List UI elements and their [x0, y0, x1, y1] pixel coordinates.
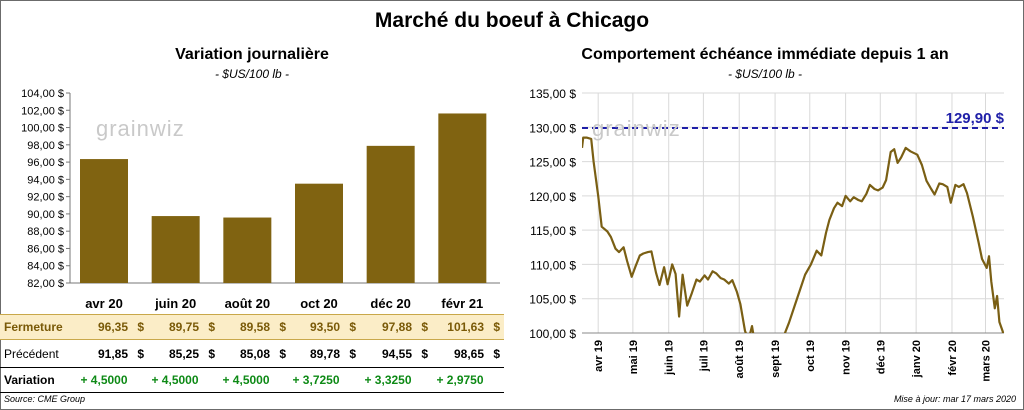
- table-cell-unit: $: [208, 347, 215, 361]
- x-tick-label: nov 19: [841, 340, 853, 375]
- table-cell: + 3,3250: [364, 373, 412, 387]
- row-label: Fermeture: [4, 320, 63, 334]
- y-tick-label: 86,00 $: [27, 243, 64, 255]
- x-tick-label: mars 20: [981, 340, 993, 382]
- table-cell-value: 97,88: [381, 320, 412, 334]
- row-label: Variation: [4, 373, 55, 387]
- y-tick-label: 82,00 $: [27, 278, 64, 290]
- table-cell: + 4,5000: [151, 373, 199, 387]
- table-cell-unit: $: [279, 347, 286, 361]
- table-cell-unit: $: [421, 347, 428, 361]
- x-tick-label: janv 20: [911, 340, 923, 378]
- y-tick-label: 94,00 $: [27, 174, 64, 186]
- x-tick-label: déc 20: [370, 296, 410, 311]
- right-chart-title: Comportement échéance immédiate depuis 1…: [581, 46, 949, 63]
- table-cell-value: 89,78: [309, 347, 340, 361]
- table-rule-top: [0, 314, 504, 315]
- table-cell-unit: $: [208, 320, 215, 334]
- table-cell-value: 85,25: [168, 347, 199, 361]
- y-tick-label: 115,00 $: [530, 224, 576, 238]
- source-note: Source: CME Group: [4, 394, 86, 404]
- y-tick-label: 90,00 $: [27, 209, 64, 221]
- left-chart-title: Variation journalière: [175, 46, 329, 63]
- table-cell-unit: $: [493, 347, 500, 361]
- table-rule-lower: [0, 367, 504, 368]
- table-cell-unit: $: [493, 320, 500, 334]
- price-line: [582, 136, 1005, 333]
- watermark-right: grainwiz: [592, 116, 681, 141]
- table-cell-unit: $: [137, 347, 144, 361]
- table-cell-value: 89,75: [168, 320, 199, 334]
- y-tick-label: 98,00 $: [27, 140, 64, 152]
- table-cell-value: 96,35: [97, 320, 128, 334]
- table-cell-value: 89,58: [239, 320, 270, 334]
- table-row-fermeture: Fermeture 96,35 $89,75 $89,58 $93,50 $97,88 $…: [0, 315, 504, 339]
- bar: [366, 145, 415, 283]
- x-tick-label: juil 19: [698, 340, 710, 372]
- line-chart: 100,00 $ 105,00 $ 110,00 $ 115,00 $ 120,00 $…: [529, 87, 1005, 382]
- x-tick-label: juin 19: [664, 340, 676, 376]
- row-label: Précédent: [4, 347, 59, 361]
- bar: [223, 217, 272, 283]
- bar: [80, 159, 128, 283]
- x-tick-label: févr 20: [947, 340, 959, 375]
- y-tick-label: 100,00 $: [529, 327, 576, 341]
- x-tick-label: avr 20: [85, 296, 123, 311]
- x-tick-label: oct 20: [300, 296, 338, 311]
- x-tick-label: oct 19: [805, 340, 817, 372]
- y-tick-label: 125,00 $: [529, 156, 576, 170]
- x-tick-label: mai 19: [628, 340, 640, 374]
- reference-label: 129,90 $: [946, 110, 1005, 127]
- table-cell: + 3,7250: [292, 373, 340, 387]
- x-tick-label: août 19: [734, 340, 746, 379]
- table-rule-mid: [0, 339, 504, 340]
- table-cell: + 4,5000: [80, 373, 128, 387]
- x-tick-label: juin 20: [154, 296, 196, 311]
- y-tick-label: 84,00 $: [27, 261, 64, 273]
- table-cell-value: 98,65: [453, 347, 484, 361]
- y-tick-label: 102,00 $: [21, 105, 64, 117]
- watermark-left: grainwiz: [96, 116, 185, 141]
- table-cell-value: 94,55: [381, 347, 412, 361]
- y-tick-label: 104,00 $: [21, 88, 64, 100]
- left-chart-unit: - $US/100 lb -: [214, 67, 290, 81]
- y-tick-label: 120,00 $: [529, 190, 576, 204]
- table-row-precedent: Précédent 91,85 $85,25 $85,08 $89,78 $94,55 $…: [0, 342, 504, 366]
- table-cell-value: 93,50: [309, 320, 340, 334]
- bar: [295, 183, 343, 283]
- table-cell-unit: $: [421, 320, 428, 334]
- x-tick-label: déc 19: [875, 340, 887, 374]
- y-tick-label: 105,00 $: [529, 293, 576, 307]
- update-note: Mise à jour: mar 17 mars 2020: [893, 394, 1016, 404]
- x-tick-label: avr 19: [593, 340, 605, 372]
- table-cell-value: 91,85: [97, 347, 128, 361]
- y-tick-label: 96,00 $: [27, 157, 64, 169]
- y-tick-label: 88,00 $: [27, 226, 64, 238]
- page-title: Marché du boeuf à Chicago: [374, 9, 650, 32]
- x-tick-label: août 20: [225, 296, 271, 311]
- table-cell-unit: $: [349, 347, 356, 361]
- table-cell-unit: $: [279, 320, 286, 334]
- x-tick-label: sept 19: [770, 340, 782, 378]
- table-cell: + 2,9750: [436, 373, 484, 387]
- bar: [151, 216, 200, 283]
- table-cell-unit: $: [137, 320, 144, 334]
- bar-chart: 82,00 $ 84,00 $ 86,00 $ 88,00 $ 90,00 $ 92,00…: [21, 88, 500, 311]
- x-tick-label: févr 21: [441, 296, 483, 311]
- table-cell-value: 85,08: [239, 347, 270, 361]
- y-tick-label: 110,00 $: [530, 258, 576, 272]
- right-chart-unit: - $US/100 lb -: [727, 67, 803, 81]
- table-rule-bottom: [0, 392, 504, 393]
- bar: [438, 113, 487, 283]
- y-tick-label: 135,00 $: [529, 87, 576, 101]
- y-tick-label: 130,00 $: [529, 121, 576, 135]
- table-cell-value: 101,63: [447, 320, 484, 334]
- table-cell: + 4,5000: [222, 373, 270, 387]
- y-tick-label: 100,00 $: [21, 123, 64, 135]
- table-row-variation: Variation + 4,5000 + 4,5000 + 4,5000 + 3,72…: [0, 368, 504, 392]
- y-tick-label: 92,00 $: [27, 192, 64, 204]
- table-cell-unit: $: [349, 320, 356, 334]
